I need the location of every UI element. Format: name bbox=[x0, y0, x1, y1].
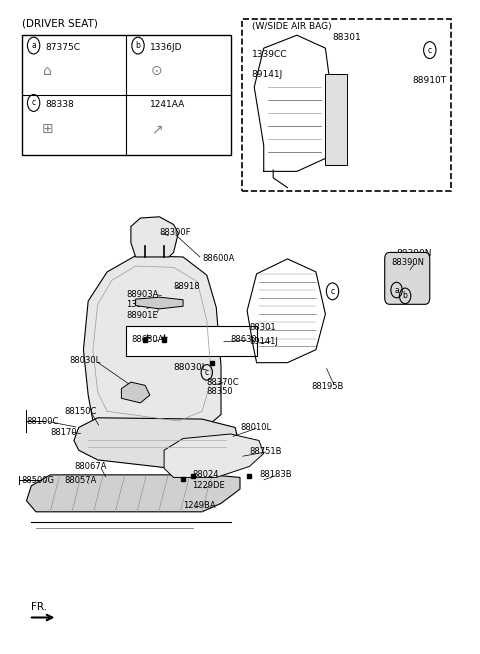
Text: 89141J: 89141J bbox=[252, 69, 283, 78]
Text: 88500G: 88500G bbox=[22, 476, 55, 485]
Text: 1249BA: 1249BA bbox=[183, 501, 216, 510]
Text: 88183B: 88183B bbox=[259, 470, 292, 479]
Text: 88150C: 88150C bbox=[64, 407, 97, 416]
Text: (W/SIDE AIR BAG): (W/SIDE AIR BAG) bbox=[252, 22, 332, 31]
Text: ⌂: ⌂ bbox=[44, 64, 52, 78]
Text: 88057A: 88057A bbox=[64, 476, 97, 485]
Text: 88338: 88338 bbox=[46, 100, 74, 109]
Polygon shape bbox=[131, 216, 179, 257]
Text: 88600A: 88600A bbox=[202, 254, 234, 264]
Bar bbox=[22, 35, 230, 155]
Bar bbox=[126, 326, 257, 356]
FancyBboxPatch shape bbox=[384, 252, 430, 304]
Text: 88370C: 88370C bbox=[207, 377, 240, 387]
Text: 88301: 88301 bbox=[332, 33, 361, 43]
Text: 88067A: 88067A bbox=[74, 462, 107, 471]
Polygon shape bbox=[84, 256, 221, 438]
Polygon shape bbox=[26, 475, 240, 512]
Text: a: a bbox=[394, 286, 399, 294]
Text: 89141J: 89141J bbox=[250, 337, 278, 346]
Bar bbox=[325, 74, 347, 165]
Text: ⊞: ⊞ bbox=[42, 122, 54, 136]
Text: FR.: FR. bbox=[31, 602, 47, 612]
Text: 88751B: 88751B bbox=[250, 447, 282, 456]
Text: 88390N: 88390N bbox=[396, 249, 432, 258]
Text: 88350: 88350 bbox=[207, 387, 233, 396]
Text: 88301: 88301 bbox=[250, 322, 276, 332]
Text: 88300F: 88300F bbox=[159, 228, 191, 237]
Text: 1351JD: 1351JD bbox=[126, 300, 156, 309]
Text: b: b bbox=[135, 41, 141, 50]
Text: 88030L: 88030L bbox=[69, 356, 100, 365]
Text: c: c bbox=[205, 368, 209, 377]
Polygon shape bbox=[136, 297, 183, 309]
Text: a: a bbox=[31, 41, 36, 50]
Text: 1336JD: 1336JD bbox=[150, 43, 182, 52]
Text: 88390N: 88390N bbox=[392, 258, 425, 267]
Text: 1229DE: 1229DE bbox=[192, 481, 225, 490]
Text: 88010L: 88010L bbox=[240, 423, 271, 432]
Text: (DRIVER SEAT): (DRIVER SEAT) bbox=[22, 19, 97, 29]
Text: c: c bbox=[32, 99, 36, 107]
Text: ⊙: ⊙ bbox=[151, 64, 163, 78]
Text: 88901E: 88901E bbox=[126, 311, 158, 320]
Polygon shape bbox=[121, 382, 150, 403]
Text: 1241AA: 1241AA bbox=[150, 100, 185, 109]
Text: 88910T: 88910T bbox=[412, 76, 446, 85]
Text: 88024: 88024 bbox=[192, 470, 219, 479]
Text: 88630: 88630 bbox=[230, 336, 257, 345]
Text: 88630A: 88630A bbox=[131, 336, 163, 345]
Text: 88030L: 88030L bbox=[174, 364, 207, 372]
Text: b: b bbox=[403, 292, 408, 300]
Text: c: c bbox=[428, 46, 432, 55]
Text: 88918: 88918 bbox=[174, 282, 200, 290]
Text: c: c bbox=[330, 287, 335, 296]
Text: 88195B: 88195B bbox=[311, 382, 344, 391]
Polygon shape bbox=[164, 434, 264, 477]
Text: 87375C: 87375C bbox=[46, 43, 81, 52]
Polygon shape bbox=[74, 418, 240, 470]
Text: 88170: 88170 bbox=[50, 428, 77, 437]
Text: 1339CC: 1339CC bbox=[252, 50, 288, 59]
Text: ↗: ↗ bbox=[151, 122, 163, 136]
Text: 88100C: 88100C bbox=[26, 417, 59, 426]
Bar bbox=[242, 19, 451, 191]
Text: 88903A: 88903A bbox=[126, 290, 158, 299]
